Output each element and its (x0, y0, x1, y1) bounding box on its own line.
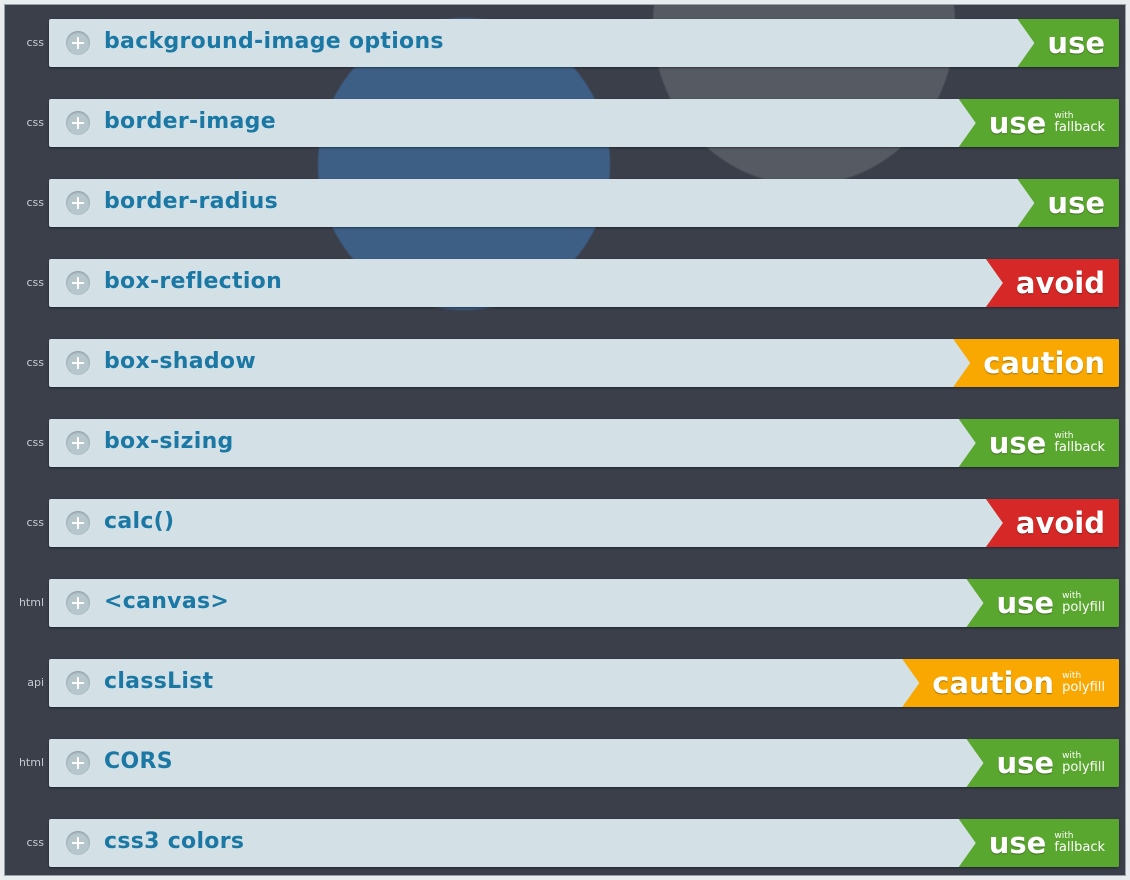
feature-type: css (26, 836, 44, 849)
feature-type: html (18, 756, 44, 769)
feature-name[interactable]: calc() (104, 509, 175, 534)
status-text: use (988, 106, 1047, 140)
status-text: use (1047, 186, 1105, 220)
feature-bar[interactable]: box-shadow caution (49, 339, 1119, 387)
note-bottom: polyfill (1062, 760, 1105, 775)
feature-row: css box-shadow caution (4, 339, 1130, 387)
status-badge: use (1017, 179, 1119, 227)
status-text: caution (983, 346, 1105, 380)
feature-type: html (18, 596, 44, 609)
feature-bar[interactable]: border-image use with fallback (49, 99, 1119, 147)
status-text: caution (932, 666, 1055, 700)
expand-button[interactable] (66, 31, 90, 55)
status-badge: avoid (985, 499, 1119, 547)
note-top: with (1062, 751, 1082, 761)
feature-name[interactable]: border-radius (104, 189, 279, 214)
feature-name[interactable]: <canvas> (104, 589, 230, 614)
status-text: avoid (1015, 506, 1105, 540)
expand-button[interactable] (66, 751, 90, 775)
feature-bar[interactable]: box-reflection avoid (49, 259, 1119, 307)
feature-row: html CORS use with polyfill (4, 739, 1130, 787)
status-badge: caution with polyfill (902, 659, 1119, 707)
expand-button[interactable] (66, 351, 90, 375)
feature-type: css (26, 116, 44, 129)
feature-row: api classList caution with polyfill (4, 659, 1130, 707)
status-badge: use with fallback (958, 819, 1119, 867)
feature-name[interactable]: box-shadow (104, 349, 256, 374)
note-bottom: fallback (1054, 440, 1105, 455)
status-text: use (996, 586, 1055, 620)
status-badge: use with fallback (958, 419, 1119, 467)
feature-name[interactable]: CORS (104, 749, 173, 774)
status-text: use (988, 426, 1047, 460)
status-note: with polyfill (1062, 591, 1105, 615)
status-badge: caution (953, 339, 1119, 387)
status-badge: avoid (985, 259, 1119, 307)
status-text: use (1047, 26, 1105, 60)
feature-bar[interactable]: CORS use with polyfill (49, 739, 1119, 787)
note-top: with (1054, 431, 1074, 441)
note-bottom: polyfill (1062, 680, 1105, 695)
feature-name[interactable]: box-reflection (104, 269, 283, 294)
feature-row: css border-image use with fallback (4, 99, 1130, 147)
expand-button[interactable] (66, 591, 90, 615)
expand-button[interactable] (66, 431, 90, 455)
expand-button[interactable] (66, 831, 90, 855)
expand-button[interactable] (66, 191, 90, 215)
expand-button[interactable] (66, 511, 90, 535)
status-badge: use (1017, 19, 1119, 67)
status-note: with polyfill (1062, 751, 1105, 775)
feature-row: html <canvas> use with polyfill (4, 579, 1130, 627)
feature-row: css css3 colors use with fallback (4, 819, 1130, 867)
feature-bar[interactable]: background-image options use (49, 19, 1119, 67)
feature-bar[interactable]: box-sizing use with fallback (49, 419, 1119, 467)
feature-row: css border-radius use (4, 179, 1130, 227)
status-badge: use with fallback (958, 99, 1119, 147)
expand-button[interactable] (66, 271, 90, 295)
feature-row: css background-image options use (4, 19, 1130, 67)
feature-name[interactable]: background-image options (104, 29, 444, 54)
status-text: avoid (1015, 266, 1105, 300)
feature-bar[interactable]: css3 colors use with fallback (49, 819, 1119, 867)
feature-type: css (26, 516, 44, 529)
feature-name[interactable]: css3 colors (104, 829, 245, 854)
feature-type: css (26, 436, 44, 449)
feature-type: css (26, 36, 44, 49)
status-badge: use with polyfill (966, 739, 1119, 787)
feature-name[interactable]: classList (104, 669, 214, 694)
feature-type: css (26, 276, 44, 289)
note-top: with (1062, 671, 1082, 681)
note-top: with (1054, 111, 1074, 121)
feature-row: css calc() avoid (4, 499, 1130, 547)
note-bottom: fallback (1054, 840, 1105, 855)
note-bottom: polyfill (1062, 600, 1105, 615)
status-text: use (996, 746, 1055, 780)
feature-name[interactable]: box-sizing (104, 429, 234, 454)
feature-bar[interactable]: border-radius use (49, 179, 1119, 227)
feature-row: css box-reflection avoid (4, 259, 1130, 307)
note-top: with (1062, 591, 1082, 601)
feature-bar[interactable]: classList caution with polyfill (49, 659, 1119, 707)
feature-bar[interactable]: calc() avoid (49, 499, 1119, 547)
expand-button[interactable] (66, 111, 90, 135)
feature-name[interactable]: border-image (104, 109, 276, 134)
expand-button[interactable] (66, 671, 90, 695)
status-note: with fallback (1054, 111, 1105, 135)
note-bottom: fallback (1054, 120, 1105, 135)
status-badge: use with polyfill (966, 579, 1119, 627)
feature-type: css (26, 196, 44, 209)
status-note: with polyfill (1062, 671, 1105, 695)
feature-type: css (26, 356, 44, 369)
feature-type: api (27, 676, 44, 689)
status-text: use (988, 826, 1047, 860)
note-top: with (1054, 831, 1074, 841)
status-note: with fallback (1054, 431, 1105, 455)
feature-row: css box-sizing use with fallback (4, 419, 1130, 467)
feature-bar[interactable]: <canvas> use with polyfill (49, 579, 1119, 627)
status-note: with fallback (1054, 831, 1105, 855)
